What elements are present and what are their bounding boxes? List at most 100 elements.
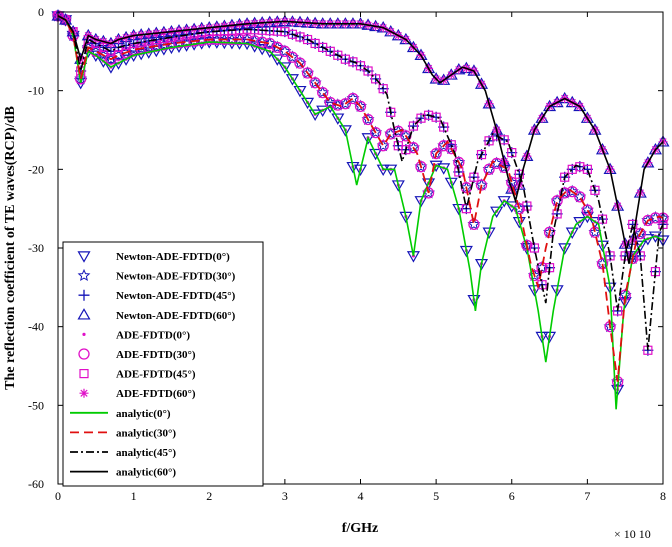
analytic-line-0 [57,15,664,410]
marker-circle [362,113,374,126]
x-tick-label: 2 [206,489,212,503]
marker-square [484,136,494,146]
marker-square [439,122,449,132]
marker-star [323,95,337,108]
marker-triangle-down [414,196,428,208]
marker-square [76,66,86,76]
analytic-line-45 [57,15,664,351]
marker-square [371,74,381,84]
marker-circle [581,204,594,216]
marker-star [376,138,390,152]
marker-triangle-down [77,251,91,263]
marker-circle [415,161,427,173]
marker-circle [286,51,299,63]
marker-triangle-down [331,113,345,125]
marker-triangle-down [391,180,405,192]
marker-star [354,99,367,112]
marker-circle [377,140,389,152]
marker-circle [354,100,367,113]
marker-triangle-down [633,240,647,253]
legend-entry-label: analytic(60°) [116,467,176,479]
marker-circle [468,218,480,231]
marker-circle [543,226,556,238]
marker-circle [317,86,329,99]
marker-triangle-down [558,243,572,255]
x-tick-label: 6 [509,489,515,503]
marker-asterisk [79,388,89,398]
legend-entry-label: ADE-FDTD(0°) [116,329,190,341]
x-tick-label: 3 [282,489,288,503]
legend-entry-label: Newton-ADE-FDTD(45°) [116,290,236,302]
legend-entry-label: analytic(30°) [116,427,176,439]
x-tick-label: 4 [358,489,364,503]
marker-circle [78,348,90,360]
marker-triangle-down [444,177,458,190]
marker-triangle-down [293,85,307,98]
marker-circle [566,185,578,198]
marker-triangle-down [474,259,489,271]
marker-square [386,107,396,117]
marker-star [316,85,330,99]
marker-circle [309,77,321,89]
marker-triangle-down [270,54,284,66]
marker-triangle-down [278,62,292,74]
marker-square [582,164,592,174]
marker-triangle-down [338,125,352,137]
legend-entry-label: Newton-ADE-FDTD(60°) [116,310,236,322]
marker-star [270,40,284,53]
marker-square [378,84,388,94]
y-tick-label: -20 [28,162,44,176]
marker-triangle-down [369,148,383,161]
y-tick-label: -10 [28,84,44,98]
marker-triangle-down [482,227,496,239]
marker-star [633,226,647,240]
marker-triangle-down [588,217,602,229]
marker-triangle-down [490,206,504,218]
y-tick-label: -30 [28,241,44,255]
y-tick-label: -50 [28,398,44,412]
marker-triangle-up [77,308,91,320]
y-tick-label: 0 [38,5,44,19]
marker-dot [82,332,86,336]
marker-square [628,219,638,229]
marker-circle [483,163,495,175]
y-tick-label: -60 [28,477,44,491]
marker-triangle-down [452,203,466,216]
marker-square [514,169,524,179]
marker-triangle-down [422,178,436,190]
marker-circle [301,67,314,79]
marker-star [414,159,428,173]
marker-circle [294,57,306,69]
marker-star [263,36,277,49]
legend-entry-label: analytic(45°) [116,447,176,459]
marker-triangle-down [565,227,579,239]
marker-square [431,112,441,122]
marker-square [454,167,464,177]
legend-entry-label: ADE-FDTD(60°) [116,388,196,400]
marker-circle [574,191,586,203]
marker-triangle-down [399,211,413,224]
marker-square [476,149,487,160]
marker-circle [279,45,291,57]
x-tick-label: 5 [433,489,439,503]
legend: Newton-ADE-FDTD(0°) Newton-ADE-FDTD(30°) N… [62,241,264,487]
x-axis-label: f/GHz [342,521,379,536]
legend-entry-label: Newton-ADE-FDTD(0°) [116,251,230,263]
marker-circle [407,142,420,154]
marker-circle [369,126,382,139]
marker-star [452,155,466,168]
marker-triangle-down [353,164,368,177]
marker-triangle-down [301,97,315,110]
legend-entry-label: ADE-FDTD(45°) [116,369,196,381]
marker-triangle-down [263,46,277,59]
marker-square [408,121,419,131]
legend-entry-label: ADE-FDTD(30°) [116,349,196,361]
marker-plus [78,289,90,301]
x-tick-label: 0 [55,489,61,503]
marker-triangle-down [573,217,587,229]
marker-square [499,135,509,145]
marker-square [590,185,600,195]
marker-square [507,148,517,158]
marker-triangle-down [308,109,322,121]
